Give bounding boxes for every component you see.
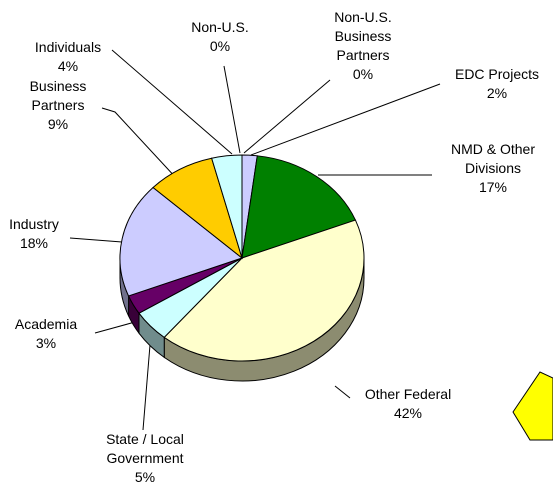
slice-name: Business Partners [29, 78, 87, 113]
pie-slice [163, 219, 365, 362]
pie-top [119, 154, 365, 362]
leader-line [101, 107, 179, 181]
slice-name: Other Federal [364, 386, 452, 402]
slice-percent: 0% [209, 38, 231, 54]
slice-label: Business Partners 9% [18, 77, 98, 134]
slice-name: Industry [9, 216, 59, 232]
yellow-shape [512, 371, 553, 441]
slice-percent: 2% [486, 85, 508, 101]
slice-label: Non-U.S. Business Partners 0% [328, 8, 398, 84]
slice-percent: 9% [47, 116, 69, 132]
leader-line [334, 385, 351, 399]
slice-label: Industry 18% [0, 215, 74, 253]
pie-slice [119, 186, 244, 297]
slice-percent: 4% [57, 58, 79, 74]
slice-label: Non-U.S. 0% [180, 18, 260, 56]
leader-lines [69, 49, 441, 431]
slice-label: NMD & Other Divisions 17% [438, 140, 548, 197]
slice-name: NMD & Other Divisions [450, 141, 535, 176]
slice-name: Academia [14, 316, 78, 332]
slice-name: Non-U.S. Business Partners [334, 9, 392, 63]
slice-percent: 3% [35, 335, 57, 351]
slice-percent: 18% [19, 235, 49, 251]
pie-slice [211, 154, 243, 259]
pie [119, 154, 365, 382]
leader-line [69, 237, 123, 243]
slice-percent: 42% [393, 405, 423, 421]
slice-percent: 5% [134, 469, 156, 485]
leader-line [243, 79, 331, 154]
leader-line [94, 321, 136, 334]
slice-name: Individuals [34, 39, 102, 55]
slice-label: Individuals 4% [23, 38, 113, 76]
slice-name: State / Local Government [106, 431, 184, 466]
slice-label: Academia 3% [1, 315, 91, 353]
slice-name: Non-U.S. [191, 19, 249, 35]
leader-line [142, 344, 151, 431]
slice-percent: 17% [478, 179, 508, 195]
slice-label: EDC Projects 2% [442, 65, 552, 103]
leader-line [250, 83, 441, 156]
slice-percent: 0% [352, 66, 374, 82]
slice-name: EDC Projects [454, 66, 540, 82]
slice-label: Other Federal 42% [348, 385, 468, 423]
slice-label: State / Local Government 5% [90, 430, 200, 487]
leader-line [111, 49, 233, 155]
pie-slice [241, 155, 357, 259]
leader-line [223, 65, 241, 154]
